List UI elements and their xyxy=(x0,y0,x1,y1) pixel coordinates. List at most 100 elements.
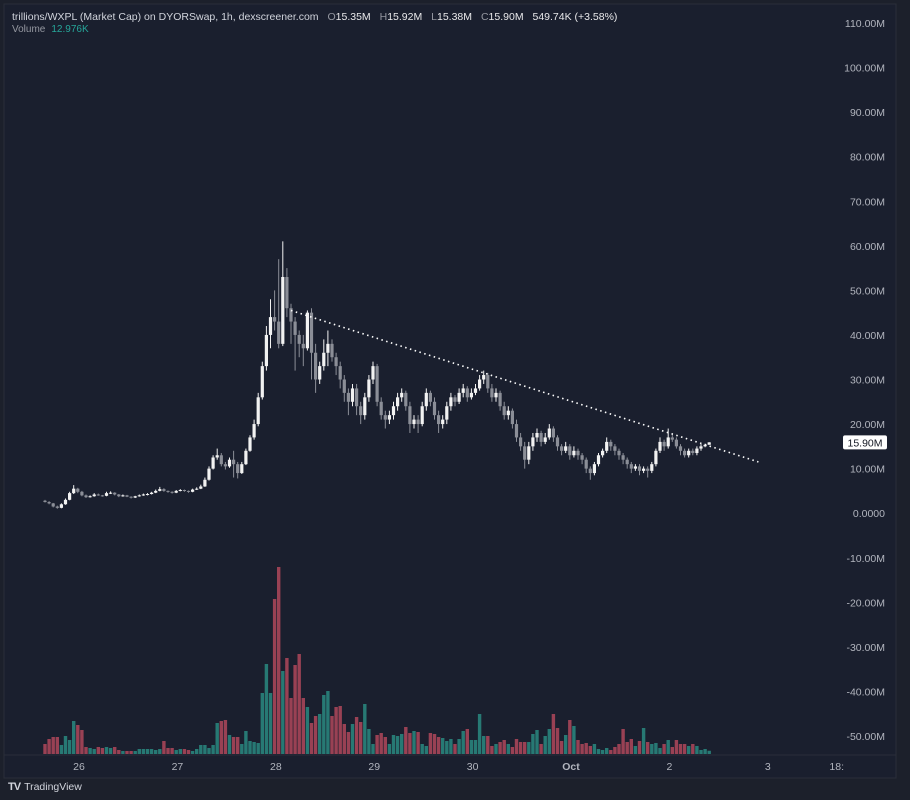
candle xyxy=(379,397,383,420)
candle-body xyxy=(609,441,613,447)
volume-bar xyxy=(186,750,191,754)
volume-bar xyxy=(695,746,699,754)
candle-body xyxy=(596,455,601,465)
volume-bar xyxy=(76,725,80,754)
price-tick-label: 70.00M xyxy=(850,196,885,208)
candle xyxy=(543,432,547,445)
candle xyxy=(76,487,80,494)
candle xyxy=(359,401,363,425)
candle xyxy=(113,492,117,496)
candle-body xyxy=(297,334,301,344)
volume-bar xyxy=(162,741,166,754)
candle xyxy=(80,490,84,497)
volume-bar xyxy=(678,744,683,754)
tradingview-logo[interactable]: TV TradingView xyxy=(8,781,82,793)
price-tick-label: 40.00M xyxy=(850,330,885,342)
volume-bar xyxy=(92,749,96,754)
volume-bar xyxy=(531,734,535,754)
candle xyxy=(613,444,617,456)
svg-text:15.90M: 15.90M xyxy=(847,437,882,449)
candle-body xyxy=(465,388,469,398)
volume-bar xyxy=(281,671,285,754)
candle xyxy=(396,392,400,411)
volume-bar xyxy=(100,748,105,754)
price-tick-label: 0.0000 xyxy=(853,508,885,520)
volume-bar xyxy=(576,740,580,754)
candle xyxy=(539,430,543,447)
close-value: 15.90M xyxy=(488,11,524,23)
candle xyxy=(84,494,88,499)
volume-bar xyxy=(453,744,457,754)
volume-bar xyxy=(465,729,469,754)
current-price-label: 15.90M xyxy=(843,435,887,450)
candle-body xyxy=(342,379,346,393)
volume-bar xyxy=(641,728,646,754)
candle xyxy=(416,415,420,433)
volume-bar xyxy=(670,747,674,754)
price-tick-label: -20.00M xyxy=(846,597,885,609)
volume-bar xyxy=(617,744,621,754)
candle-body xyxy=(683,450,687,456)
time-axis[interactable]: 26 27 28 29 30 Oct 2 3 18: xyxy=(73,761,844,773)
volume-bar xyxy=(338,706,342,754)
candle xyxy=(264,326,268,371)
candle-body xyxy=(289,308,293,322)
candle xyxy=(268,299,273,349)
candle-body xyxy=(527,446,531,460)
volume-bar xyxy=(469,740,474,754)
candle-body xyxy=(92,494,96,497)
candle xyxy=(186,490,191,493)
price-axis[interactable]: 110.00M 100.00M 90.00M 80.00M 70.00M 60.00M 50… xyxy=(844,18,885,743)
candle-body xyxy=(691,450,695,454)
candle-body xyxy=(654,450,658,465)
candle xyxy=(457,388,461,405)
candle-body xyxy=(195,488,199,490)
volume-bar xyxy=(543,736,547,754)
price-tick-label: 20.00M xyxy=(850,419,885,431)
candle-body xyxy=(564,446,568,451)
volume-bar xyxy=(207,748,211,754)
candle xyxy=(633,464,637,471)
candle-body xyxy=(150,492,154,495)
candle xyxy=(617,448,621,460)
volume-bar xyxy=(158,749,162,754)
volume-bar xyxy=(441,738,445,754)
candle xyxy=(47,501,51,505)
volume-bar xyxy=(154,750,158,754)
candle-body xyxy=(580,455,584,460)
candle-body xyxy=(601,450,605,456)
candle xyxy=(182,489,186,492)
candle xyxy=(68,491,72,501)
candle xyxy=(199,484,203,490)
candle-body xyxy=(141,494,145,496)
volume-bar xyxy=(482,736,486,754)
candle-body xyxy=(674,439,678,447)
volume-bar xyxy=(506,744,510,754)
candle xyxy=(178,489,182,492)
candle xyxy=(432,397,437,420)
volume-bar xyxy=(166,748,170,754)
volume-bar xyxy=(600,750,605,754)
candle-body xyxy=(207,468,211,480)
candle xyxy=(445,401,449,425)
volume-bar xyxy=(518,742,523,754)
price-tick-label: 80.00M xyxy=(850,152,885,164)
trendline[interactable] xyxy=(290,309,759,463)
candle xyxy=(691,448,695,456)
candle-body xyxy=(162,489,166,491)
candle-body xyxy=(371,366,375,380)
volume-bar xyxy=(256,743,260,754)
candle-body xyxy=(494,392,498,398)
candle-body xyxy=(412,419,416,425)
volume-bar xyxy=(330,716,334,754)
candle-body xyxy=(519,437,523,447)
volume-bar xyxy=(51,737,55,754)
volume-bar xyxy=(108,748,113,754)
candle xyxy=(428,390,432,407)
candle-body xyxy=(137,495,141,497)
candle-body xyxy=(309,312,314,353)
candle-body xyxy=(273,317,277,322)
volume-bar xyxy=(289,698,293,754)
volume-bar xyxy=(662,744,666,754)
